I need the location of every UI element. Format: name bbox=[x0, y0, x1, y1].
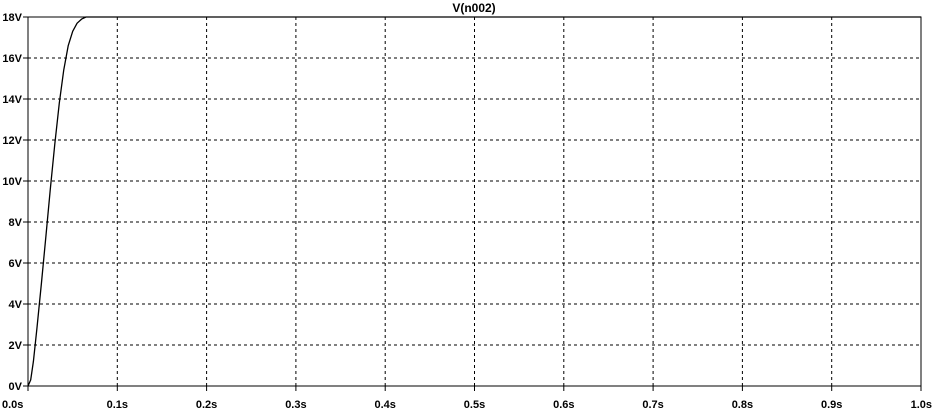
y-tick-label: 10V bbox=[2, 176, 22, 188]
x-axis: 0.0s 0.1s 0.2s 0.3s 0.4s 0.5s 0.6s 0.7s 0.8s 0.9s… bbox=[2, 386, 932, 411]
x-tick-label: 0.0s bbox=[2, 399, 23, 411]
x-tick-label: 0.2s bbox=[196, 399, 217, 411]
x-tick-label: 0.9s bbox=[821, 399, 842, 411]
y-tick-label: 2V bbox=[9, 340, 23, 352]
y-tick-label: 12V bbox=[2, 135, 22, 147]
x-tick-label: 0.5s bbox=[464, 399, 485, 411]
chart-title: V(n002) bbox=[452, 1, 495, 15]
x-tick-label: 0.3s bbox=[285, 399, 306, 411]
x-tick-label: 0.8s bbox=[732, 399, 753, 411]
y-tick-label: 18V bbox=[2, 12, 22, 24]
x-tick-label: 0.1s bbox=[107, 399, 128, 411]
x-tick-label: 0.7s bbox=[642, 399, 663, 411]
grid bbox=[28, 17, 921, 386]
y-axis: 0V 2V 4V 6V 8V 10V 12V 14V 16V 18V bbox=[2, 12, 28, 393]
y-tick-label: 14V bbox=[2, 94, 22, 106]
x-tick-label: 1.0s bbox=[911, 399, 932, 411]
y-tick-label: 4V bbox=[9, 299, 23, 311]
series-line-0 bbox=[27, 16, 921, 387]
y-tick-label: 16V bbox=[2, 53, 22, 65]
y-tick-label: 0V bbox=[9, 381, 23, 393]
y-tick-label: 8V bbox=[9, 217, 23, 229]
x-tick-label: 0.6s bbox=[553, 399, 574, 411]
y-tick-label: 6V bbox=[9, 258, 23, 270]
series-layer bbox=[27, 16, 921, 387]
x-tick-label: 0.4s bbox=[374, 399, 395, 411]
